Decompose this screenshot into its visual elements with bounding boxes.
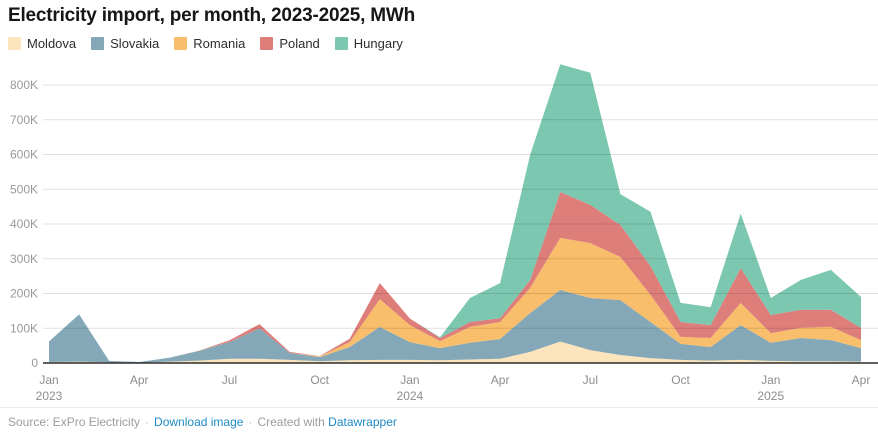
- download-image-link[interactable]: Download image: [154, 415, 244, 429]
- legend-item-slovakia: Slovakia: [91, 36, 159, 51]
- chart-title: Electricity import, per month, 2023-2025…: [8, 5, 415, 26]
- legend-item-romania: Romania: [174, 36, 245, 51]
- source-label: Source: ExPro Electricity: [8, 415, 141, 429]
- y-axis-label: 800K: [10, 78, 38, 92]
- area-romania[interactable]: [49, 237, 861, 362]
- legend-swatch: [174, 37, 188, 50]
- x-axis-label: Oct: [310, 373, 329, 387]
- x-axis-label: Jan: [39, 373, 58, 387]
- x-axis-year-label: 2023: [36, 389, 63, 403]
- x-axis-label: Jan: [761, 373, 780, 387]
- x-axis-label: Apr: [130, 373, 149, 387]
- legend-label: Poland: [279, 36, 320, 51]
- y-axis-label: 0: [31, 356, 38, 370]
- x-axis-label: Oct: [671, 373, 690, 387]
- legend: Moldova Slovakia Romania Poland Hungary: [8, 36, 403, 51]
- legend-label: Slovakia: [110, 36, 160, 51]
- legend-item-poland: Poland: [260, 36, 320, 51]
- legend-swatch: [8, 37, 21, 50]
- legend-item-moldova: Moldova: [8, 36, 76, 51]
- y-axis-label: 600K: [10, 148, 38, 162]
- legend-swatch: [91, 37, 105, 50]
- legend-label: Moldova: [27, 36, 77, 51]
- footer-separator: ·: [145, 415, 150, 429]
- area-slovakia[interactable]: [49, 290, 861, 363]
- x-axis-label: Jul: [222, 373, 237, 387]
- x-axis-label: Jul: [583, 373, 598, 387]
- y-axis-label: 300K: [10, 252, 38, 266]
- footer: Source: ExPro Electricity · Download image…: [0, 407, 878, 429]
- x-axis-year-label: 2024: [397, 389, 424, 403]
- y-axis-label: 400K: [10, 217, 38, 231]
- x-axis-year-label: 2025: [757, 389, 784, 403]
- x-axis-label: Apr: [852, 373, 871, 387]
- y-axis-label: 700K: [10, 113, 38, 127]
- y-axis-label: 500K: [10, 182, 38, 196]
- y-axis-label: 100K: [10, 321, 38, 335]
- created-with-label: Created with: [257, 415, 325, 429]
- x-axis-label: Apr: [491, 373, 510, 387]
- legend-swatch: [260, 37, 274, 50]
- x-axis-label: Jan: [400, 373, 419, 387]
- footer-separator: ·: [248, 415, 253, 429]
- legend-label: Hungary: [353, 36, 403, 51]
- y-axis-label: 200K: [10, 287, 38, 301]
- legend-item-hungary: Hungary: [334, 36, 403, 51]
- legend-label: Romania: [193, 36, 246, 51]
- datawrapper-link[interactable]: Datawrapper: [328, 415, 397, 429]
- legend-swatch: [334, 37, 348, 50]
